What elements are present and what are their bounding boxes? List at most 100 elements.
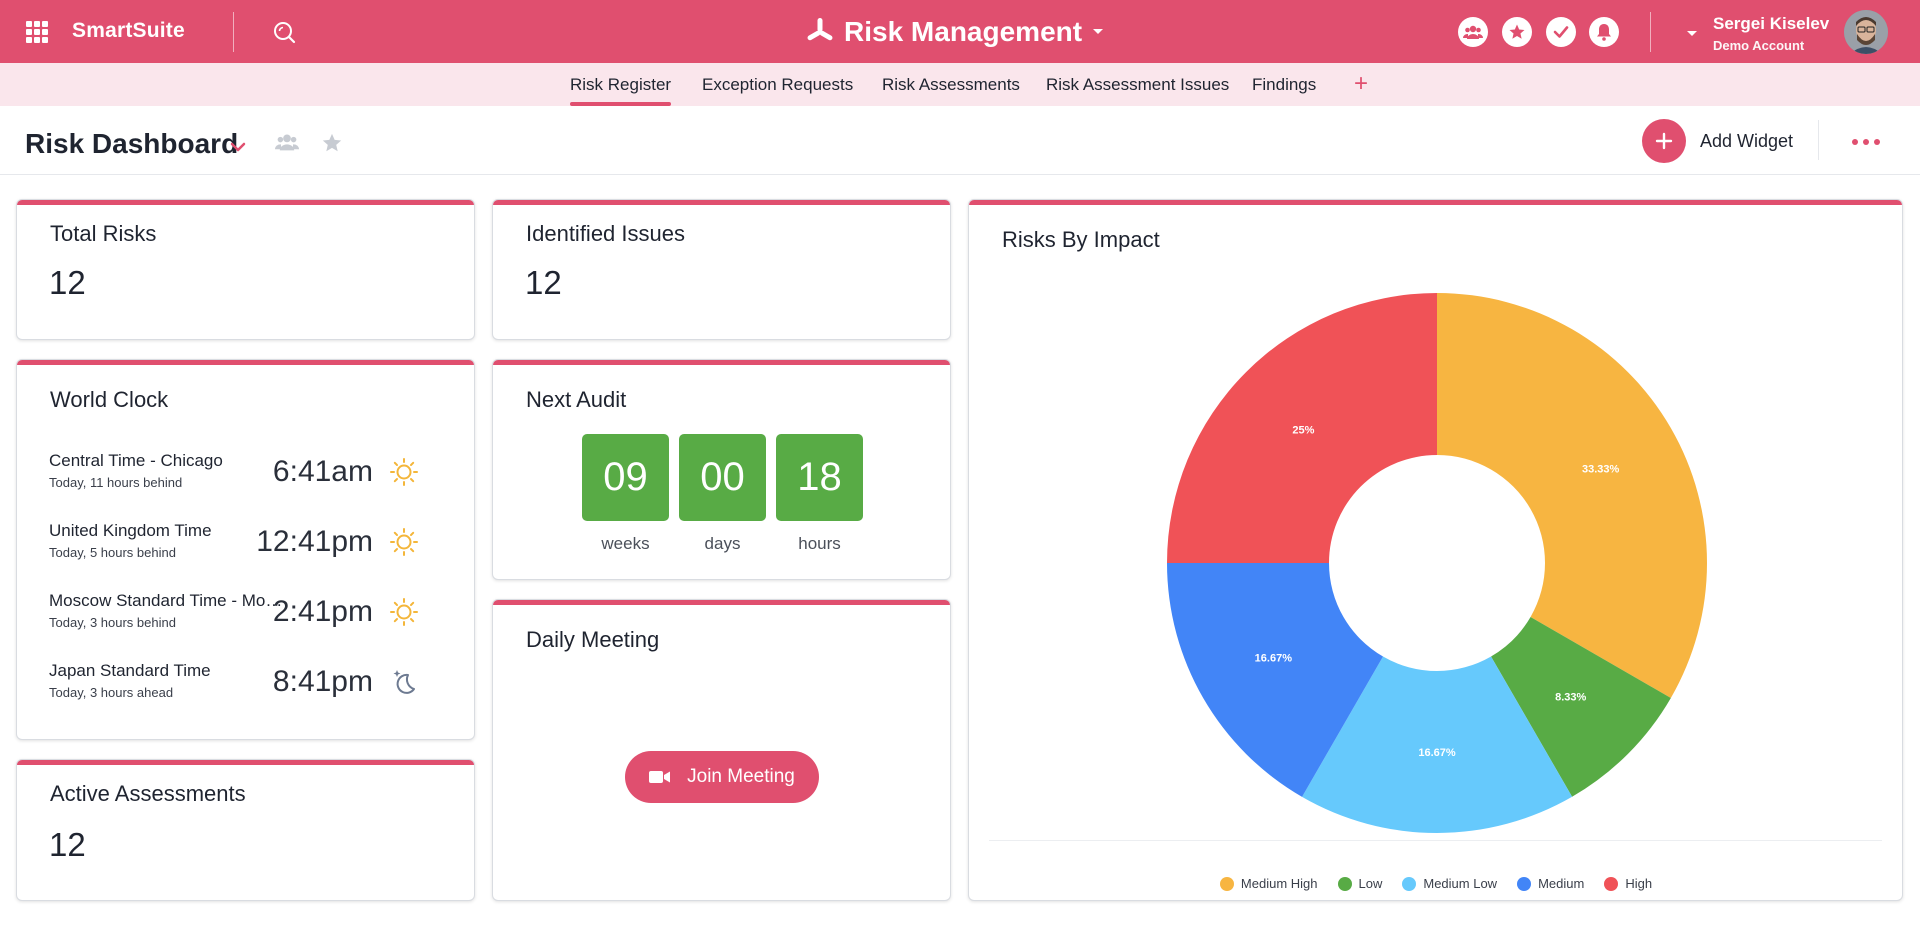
widget-value: 12 [49, 826, 86, 863]
slice-label: 33.33% [1582, 463, 1620, 475]
user-menu-caret-icon[interactable] [1686, 25, 1698, 43]
add-widget-button[interactable]: Add Widget [1642, 119, 1793, 163]
clock-zone-offset: Today, 3 hours behind [49, 615, 176, 630]
clock-zone-name: Central Time - Chicago [49, 451, 223, 470]
legend-swatch [1337, 876, 1352, 891]
tasks-check-icon[interactable] [1546, 17, 1576, 47]
widget-title: Total Risks [50, 221, 157, 246]
tab-risk-assessments[interactable]: Risk Assessments [882, 75, 1020, 94]
clock-row: United Kingdom Time Today, 5 hours behin… [49, 521, 449, 571]
risks-by-impact-widget[interactable]: Risks By Impact 33.33% 8.33% 16.67% 16.67% 2… [968, 199, 1903, 901]
legend-item[interactable]: High [1604, 876, 1652, 891]
legend-label: Medium Low [1423, 876, 1498, 891]
clock-time: 6:41am [272, 455, 373, 488]
widget-title: Active Assessments [50, 781, 246, 806]
dashboard-header: Risk Dashboard Add Widget [0, 106, 1920, 175]
clock-time: 2:41pm [272, 595, 373, 628]
countdown-days-label: days [704, 534, 741, 553]
slice-label: 8.33% [1555, 692, 1586, 704]
widget-title: Identified Issues [526, 221, 685, 246]
legend-label: Low [1358, 876, 1383, 891]
legend-item[interactable]: Medium [1517, 876, 1584, 891]
team-icon[interactable] [1458, 17, 1488, 47]
favorites-icon[interactable] [1502, 17, 1532, 47]
chevron-down-icon[interactable] [230, 139, 246, 157]
clock-time: 8:41pm [272, 665, 373, 698]
page-title: Risk Dashboard [25, 128, 239, 159]
legend-item[interactable]: Medium High [1219, 876, 1318, 891]
clock-zone-offset: Today, 5 hours behind [49, 545, 176, 560]
tab-exception-requests[interactable]: Exception Requests [702, 75, 854, 94]
brand-logo[interactable]: SmartSuite [72, 19, 185, 42]
top-bar: SmartSuite Risk Management Sergei Kisele… [0, 0, 1920, 63]
legend-swatch [1517, 876, 1532, 891]
caret-down-icon [1093, 29, 1104, 34]
sun-icon [390, 598, 418, 626]
countdown-days: 00 [679, 434, 766, 521]
donut-chart: 33.33% 8.33% 16.67% 16.67% 25% [1167, 293, 1707, 833]
share-users-icon[interactable] [274, 132, 300, 157]
pie-slice-medium-high[interactable] [1437, 293, 1707, 698]
legend-item[interactable]: Low [1337, 876, 1383, 891]
sun-icon [390, 458, 418, 486]
pie-slice-medium-low[interactable] [1302, 656, 1573, 833]
app-logo-icon [807, 18, 833, 41]
total-risks-widget[interactable]: Total Risks 12 [16, 199, 475, 340]
video-camera-icon [649, 771, 671, 783]
user-name[interactable]: Sergei Kiselev [1713, 14, 1830, 33]
user-account-type: Demo Account [1713, 38, 1805, 53]
pie-slice-low[interactable] [1491, 616, 1671, 797]
clock-zone-name: Japan Standard Time [49, 661, 211, 680]
add-widget-label: Add Widget [1700, 130, 1794, 151]
notifications-bell-icon[interactable] [1589, 17, 1619, 47]
slice-label: 16.67% [1418, 747, 1456, 759]
widget-title: Risks By Impact [1002, 227, 1160, 252]
clock-zone-offset: Today, 11 hours behind [49, 475, 183, 490]
chart-legend: Medium High Low Medium Low Medium High [969, 876, 1902, 891]
app-title: Risk Management [844, 16, 1083, 47]
widget-title: Next Audit [526, 387, 627, 412]
active-assessments-widget[interactable]: Active Assessments 12 [16, 759, 475, 901]
clock-zone-offset: Today, 3 hours ahead [49, 685, 174, 700]
app-title-dropdown[interactable]: Risk Management [806, 14, 1104, 50]
tab-risk-assessment-issues[interactable]: Risk Assessment Issues [1046, 75, 1230, 94]
widget-title: Daily Meeting [526, 627, 660, 652]
widget-value: 12 [525, 264, 562, 301]
tab-findings[interactable]: Findings [1252, 75, 1317, 94]
search-icon[interactable] [272, 20, 296, 44]
join-meeting-button[interactable]: Join Meeting [625, 751, 819, 803]
pie-slice-high[interactable] [1167, 293, 1437, 563]
clock-time: 12:41pm [256, 525, 373, 558]
avatar[interactable] [1844, 10, 1888, 54]
identified-issues-widget[interactable]: Identified Issues 12 [492, 199, 951, 340]
apps-grid-icon[interactable] [26, 21, 48, 43]
legend-swatch [1604, 876, 1619, 891]
clock-row: Moscow Standard Time - Moscow Today, 3 h… [49, 591, 449, 641]
sun-icon [390, 528, 418, 556]
add-tab-button[interactable]: + [1354, 70, 1369, 97]
legend-swatch [1219, 876, 1234, 891]
countdown-weeks: 09 [582, 434, 669, 521]
widget-value: 12 [49, 264, 86, 301]
countdown-weeks-label: weeks [601, 534, 650, 553]
legend-label: High [1625, 876, 1653, 891]
world-clock-widget[interactable]: World Clock Central Time - Chicago Today… [16, 359, 475, 740]
star-icon[interactable] [321, 132, 343, 159]
pie-slice-medium[interactable] [1167, 563, 1384, 797]
legend-label: Medium High [1240, 876, 1318, 891]
clock-row: Japan Standard Time Today, 3 hours ahead… [49, 661, 449, 711]
clock-zone-name: United Kingdom Time [49, 521, 212, 540]
legend-swatch [1402, 876, 1417, 891]
slice-label: 16.67% [1255, 653, 1293, 665]
legend-label: Medium [1538, 876, 1585, 891]
daily-meeting-widget[interactable]: Daily Meeting Join Meeting [492, 599, 951, 901]
legend-item[interactable]: Medium Low [1402, 876, 1497, 891]
join-meeting-label: Join Meeting [687, 766, 795, 787]
tab-risk-register[interactable]: Risk Register [570, 75, 672, 106]
more-options-icon[interactable] [1852, 139, 1880, 145]
countdown-hours-label: hours [798, 534, 841, 553]
slice-label: 25% [1292, 424, 1314, 436]
divider [1818, 120, 1819, 160]
next-audit-widget[interactable]: Next Audit 09 00 18 weeks days hours [492, 359, 951, 580]
countdown-hours: 18 [776, 434, 863, 521]
